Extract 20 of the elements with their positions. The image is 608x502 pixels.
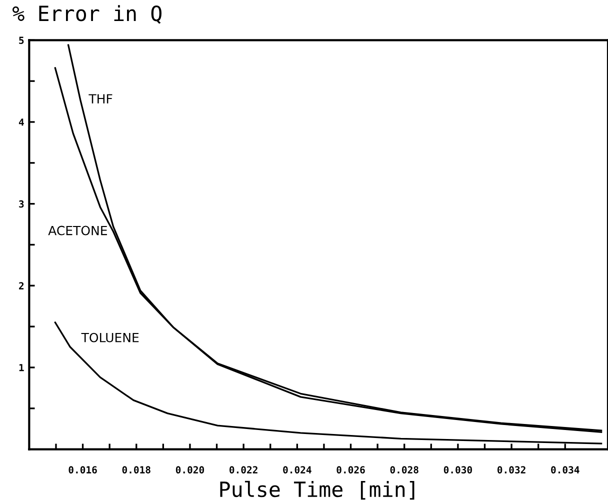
x-tick-label: 0.032 <box>497 466 526 474</box>
x-tick-label: 0.030 <box>444 466 472 474</box>
y-axis-title: % Error in Q <box>12 5 162 24</box>
y-tick-label: 1 <box>19 364 24 372</box>
series-label: ACETONE <box>48 226 107 236</box>
series-label: THF <box>88 94 112 104</box>
y-tick-label: 2 <box>19 282 24 290</box>
x-tick-label: 0.026 <box>336 466 365 474</box>
x-tick-label: 0.022 <box>230 466 258 474</box>
y-tick-label: 4 <box>18 118 24 126</box>
x-tick-label: 0.028 <box>390 466 418 474</box>
x-tick-label: 0.018 <box>122 466 150 474</box>
x-tick-label: 0.034 <box>551 466 580 474</box>
x-tick-label: 0.020 <box>176 466 204 474</box>
y-tick-label: 5 <box>19 36 24 44</box>
series-label: TOLUENE <box>81 332 139 342</box>
x-tick-label: 0.016 <box>68 466 97 474</box>
x-axis-title: Pulse Time [min] <box>220 480 414 500</box>
y-tick-label: 3 <box>19 200 24 208</box>
x-tick-label: 0.024 <box>283 466 312 474</box>
